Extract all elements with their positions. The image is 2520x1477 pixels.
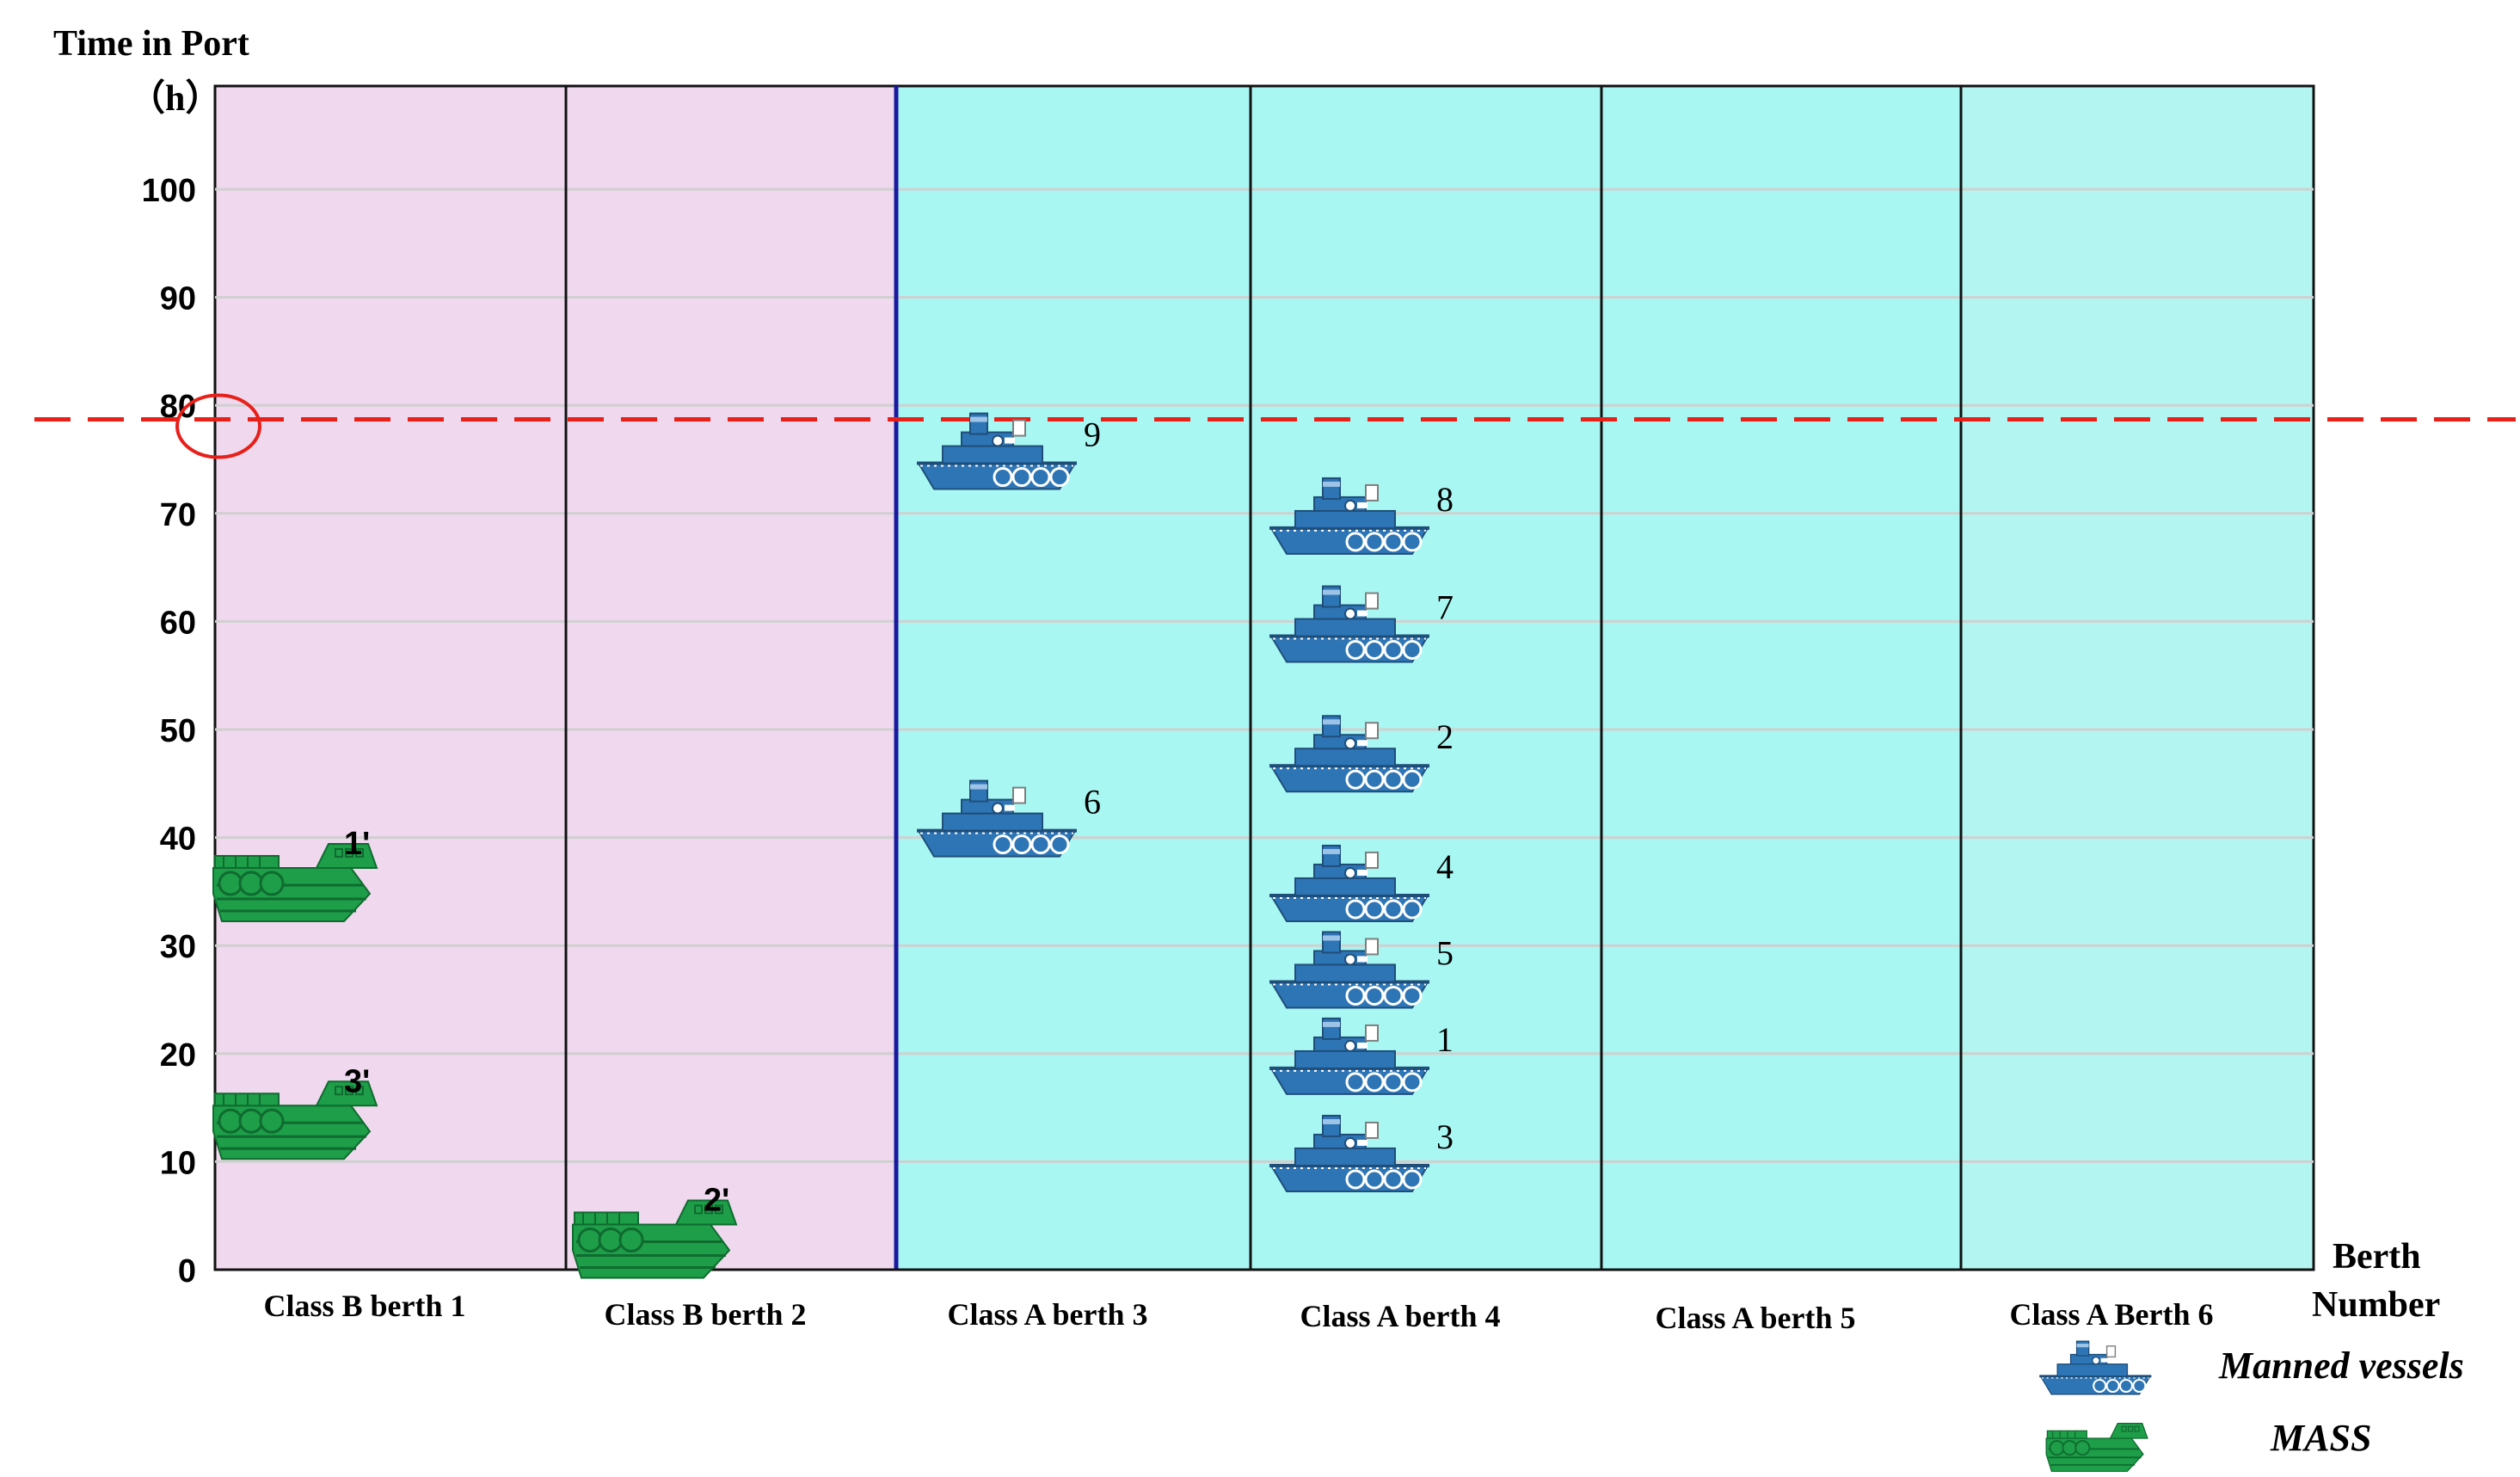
manned-vessel-4: 4 [1268,843,1454,923]
berth-backgrounds [213,84,2315,1271]
manned-vessel-9: 9 [915,411,1101,491]
legend-item-manned: Manned vessels [2038,1339,2464,1396]
mass-vessel-2p: 2' [571,1182,738,1279]
legend-mass-icon [2045,1422,2148,1473]
x-tick-label-berth-3: Class A berth 3 [947,1297,1147,1332]
x-tick-label-berth-2: Class B berth 2 [604,1297,806,1332]
berth-dividers [215,86,2314,1271]
legend-manned-icon [2038,1339,2153,1396]
legend-label: MASS [2270,1417,2371,1459]
y-tick-label-50: 50 [160,713,196,749]
y-axis-unit: （h） [129,78,221,119]
y-tick-label-20: 20 [160,1037,196,1074]
manned-vessel-5: 5 [1268,930,1454,1010]
y-tick-label-10: 10 [160,1145,196,1181]
vessel-label: 7 [1436,588,1454,627]
y-tick-label-0: 0 [178,1253,196,1289]
y-tick-label-70: 70 [160,497,196,533]
vessel-label: 8 [1436,480,1454,519]
y-tick-label-90: 90 [160,281,196,317]
x-tick-label-berth-1: Class B berth 1 [263,1289,465,1323]
vessel-label: 5 [1436,933,1454,972]
vessel-markers: 9 6 8 7 2 4 5 1 3 1' 3' 2' [212,411,1454,1279]
vessel-label: 3 [1436,1117,1454,1156]
chart-title: Time in Port [53,24,249,64]
berth-bg-5 [1601,86,1961,1270]
manned-vessel-8: 8 [1268,476,1454,556]
y-tick-label-30: 30 [160,929,196,965]
threshold-line [34,393,2516,459]
mass-vessel-1p: 1' [212,826,378,923]
vessel-label: 2 [1436,717,1454,756]
manned-vessel-6: 6 [915,779,1101,859]
berth-bg-6 [1961,86,2314,1270]
berth-bg-2 [566,86,896,1270]
vessel-label: 9 [1084,415,1101,454]
manned-vessel-3: 3 [1268,1113,1454,1193]
vessel-label: 4 [1436,847,1454,886]
vessel-label: 6 [1084,783,1101,822]
vessel-label: 1 [1436,1020,1454,1059]
legend-label: Manned vessels [2218,1345,2464,1387]
threshold-highlight-circle [175,393,261,459]
y-tick-label-60: 60 [160,605,196,641]
legend-item-mass: MASS [2045,1417,2371,1473]
y-tick-label-100: 100 [142,173,196,209]
manned-vessel-7: 7 [1268,584,1454,664]
legend: Manned vessels MASS [2038,1339,2464,1473]
vessel-label: 1' [344,826,370,862]
x-tick-label-berth-4: Class A berth 4 [1300,1299,1500,1333]
vessel-label: 2' [704,1182,729,1218]
x-axis-title-line-2: Number [2312,1285,2440,1325]
vessel-label: 3' [344,1063,370,1099]
x-tick-label-berth-6: Class A Berth 6 [2009,1297,2213,1332]
y-tick-label-40: 40 [160,822,196,858]
manned-vessel-1: 1 [1268,1016,1454,1096]
mass-vessel-3p: 3' [212,1063,378,1160]
x-axis-title-line-1: Berth [2333,1237,2421,1277]
x-tick-label-berth-5: Class A berth 5 [1655,1301,1855,1335]
berth-bg-3 [896,86,1251,1270]
berth-bg-1 [215,86,566,1270]
x-axis-labels: Class B berth 1 Class B berth 2 Class A be… [263,1289,2213,1335]
manned-vessel-2: 2 [1268,714,1454,794]
x-axis-title: Berth Number [2312,1237,2440,1325]
